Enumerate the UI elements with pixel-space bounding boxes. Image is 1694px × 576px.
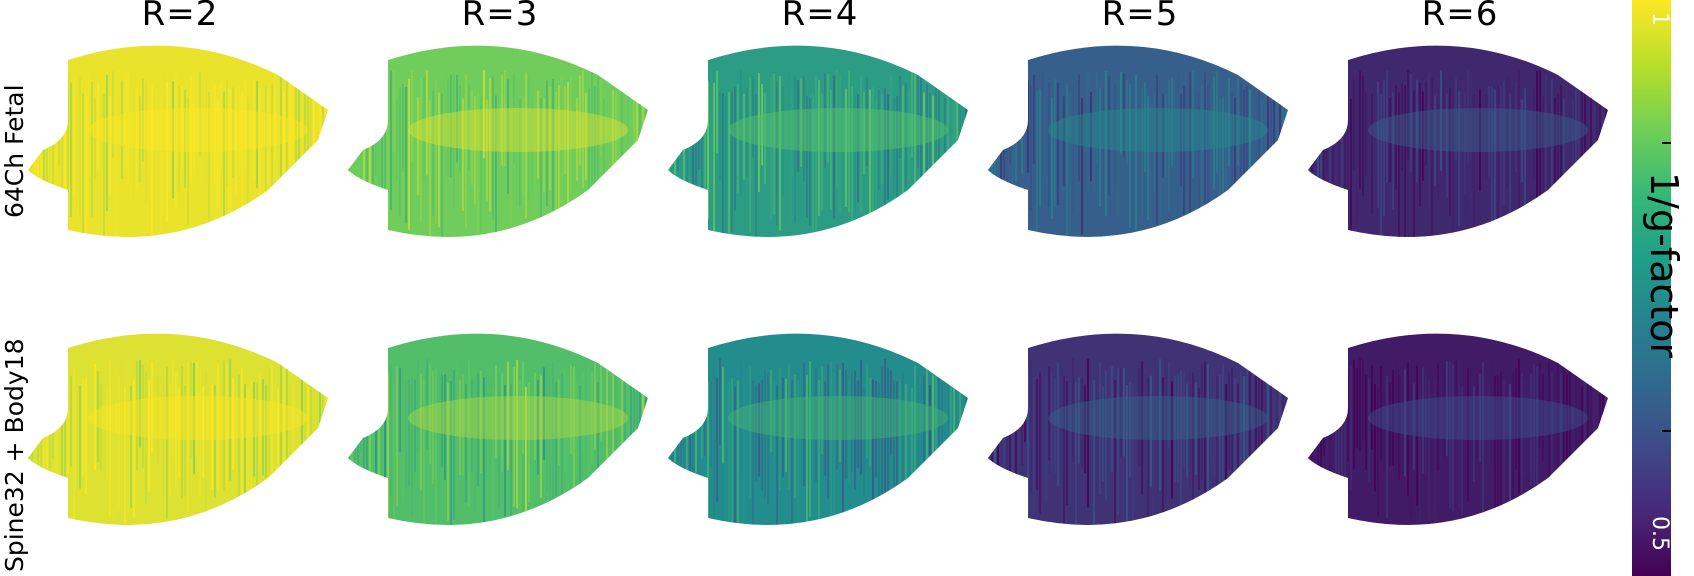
row-label-64ch-fetal: 64Ch Fetal	[0, 84, 29, 218]
gfactor-map-panel	[28, 318, 328, 548]
gfactor-map-panel	[988, 30, 1288, 260]
colorbar	[1632, 0, 1671, 576]
colorbar-label: 1/g-factor	[1642, 172, 1686, 359]
gfactor-map-panel	[1308, 318, 1608, 548]
row-label-spine32-body18: Spine32 + Body18	[0, 338, 29, 572]
colorbar-max-label: 1	[1647, 12, 1672, 26]
column-title-r2: R=2	[141, 0, 219, 34]
gfactor-map-panel	[988, 318, 1288, 548]
gfactor-map-panel	[1308, 30, 1608, 260]
gfactor-map-panel	[668, 30, 968, 260]
colorbar-tick	[1662, 430, 1671, 432]
column-title-r3: R=3	[461, 0, 539, 34]
colorbar-tick	[1662, 286, 1671, 288]
colorbar-min-label: 0.5	[1647, 516, 1672, 551]
column-title-r6: R=6	[1421, 0, 1499, 34]
gfactor-map-panel	[348, 318, 648, 548]
gfactor-map-panel	[668, 318, 968, 548]
column-title-r5: R=5	[1101, 0, 1179, 34]
gfactor-map-panel	[28, 30, 328, 260]
column-title-r4: R=4	[781, 0, 859, 34]
colorbar-tick	[1662, 142, 1671, 144]
gfactor-map-panel	[348, 30, 648, 260]
